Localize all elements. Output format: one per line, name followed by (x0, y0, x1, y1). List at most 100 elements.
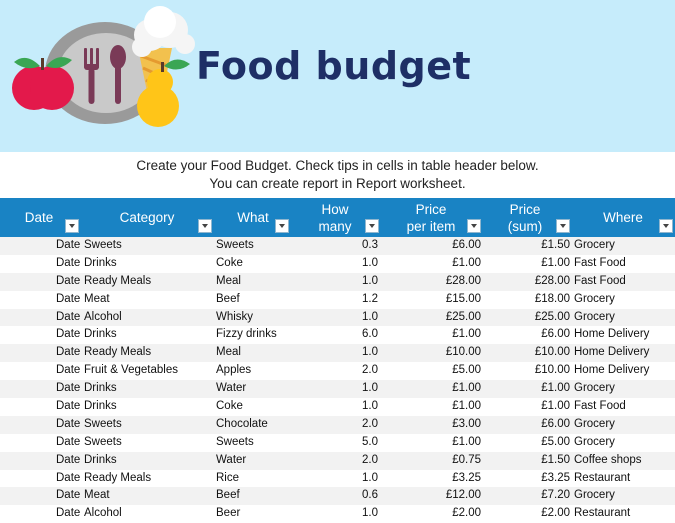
cell-category[interactable]: Drinks (84, 400, 117, 413)
cell-price-per-item[interactable]: £1.00 (452, 328, 481, 341)
cell-price-per-item[interactable]: £1.00 (452, 400, 481, 413)
cell-where[interactable]: Grocery (574, 292, 615, 305)
cell-price-sum[interactable]: £6.00 (541, 417, 570, 430)
cell-where[interactable]: Fast Food (574, 256, 626, 269)
cell-date[interactable]: Date (56, 256, 81, 269)
cell-where[interactable]: Grocery (574, 435, 615, 448)
cell-price-sum[interactable]: £3.25 (541, 471, 570, 484)
cell-price-per-item[interactable]: £0.75 (452, 453, 481, 466)
cell-price-sum[interactable]: £2.00 (541, 507, 570, 520)
cell-where[interactable]: Grocery (574, 310, 615, 323)
cell-price-per-item[interactable]: £3.25 (452, 471, 481, 484)
how-many-filter-dropdown-icon[interactable] (365, 219, 379, 233)
cell-date[interactable]: Date (56, 417, 81, 430)
cell-where[interactable]: Home Delivery (574, 364, 650, 377)
column-header-category[interactable]: Category (119, 210, 175, 225)
cell-category[interactable]: Meat (84, 489, 110, 502)
cell-how-many[interactable]: 1.0 (362, 507, 378, 520)
cell-date[interactable]: Date (56, 435, 81, 448)
cell-price-per-item[interactable]: £10.00 (445, 346, 481, 359)
cell-price-per-item[interactable]: £6.00 (452, 239, 481, 251)
cell-how-many[interactable]: 1.0 (362, 256, 378, 269)
cell-price-sum[interactable]: £1.00 (541, 382, 570, 395)
cell-how-many[interactable]: 6.0 (362, 328, 378, 341)
cell-category[interactable]: Fruit & Vegetables (84, 364, 178, 377)
cell-where[interactable]: Home Delivery (574, 346, 650, 359)
cell-how-many[interactable]: 1.2 (362, 292, 378, 305)
cell-date[interactable]: Date (56, 328, 81, 341)
cell-price-sum[interactable]: £25.00 (534, 310, 570, 323)
cell-price-sum[interactable]: £7.20 (541, 489, 570, 502)
cell-category[interactable]: Alcohol (84, 507, 122, 520)
cell-where[interactable]: Grocery (574, 382, 615, 395)
cell-how-many[interactable]: 0.6 (362, 489, 378, 502)
date-filter-dropdown-icon[interactable] (65, 219, 79, 233)
price-sum-filter-dropdown-icon[interactable] (556, 219, 570, 233)
cell-where[interactable]: Restaurant (574, 507, 631, 520)
cell-where[interactable]: Home Delivery (574, 328, 650, 341)
cell-price-per-item[interactable]: £1.00 (452, 435, 481, 448)
cell-price-sum[interactable]: £10.00 (534, 346, 570, 359)
cell-date[interactable]: Date (56, 453, 81, 466)
cell-what[interactable]: Sweets (216, 435, 254, 448)
cell-category[interactable]: Alcohol (84, 310, 122, 323)
cell-category[interactable]: Drinks (84, 256, 117, 269)
cell-price-per-item[interactable]: £15.00 (445, 292, 481, 305)
cell-where[interactable]: Restaurant (574, 471, 631, 484)
cell-where[interactable]: Fast Food (574, 274, 626, 287)
cell-date[interactable]: Date (56, 507, 81, 520)
cell-how-many[interactable]: 1.0 (362, 346, 378, 359)
column-header-date[interactable]: Date (24, 210, 54, 225)
cell-date[interactable]: Date (56, 292, 81, 305)
cell-price-per-item[interactable]: £25.00 (445, 310, 481, 323)
cell-what[interactable]: Meal (216, 274, 241, 287)
cell-how-many[interactable]: 0.3 (362, 239, 378, 251)
cell-price-sum[interactable]: £5.00 (541, 435, 570, 448)
cell-date[interactable]: Date (56, 471, 81, 484)
cell-what[interactable]: Meal (216, 346, 241, 359)
cell-category[interactable]: Sweets (84, 417, 122, 430)
cell-what[interactable]: Beef (216, 489, 240, 502)
cell-price-sum[interactable]: £1.50 (541, 453, 570, 466)
cell-how-many[interactable]: 2.0 (362, 417, 378, 430)
cell-where[interactable]: Grocery (574, 417, 615, 430)
cell-what[interactable]: Water (216, 382, 247, 395)
cell-what[interactable]: Apples (216, 364, 252, 377)
column-header-where[interactable]: Where (603, 210, 643, 225)
price-per-item-filter-dropdown-icon[interactable] (467, 219, 481, 233)
cell-price-per-item[interactable]: £1.00 (452, 256, 481, 269)
cell-where[interactable]: Grocery (574, 239, 615, 251)
column-header-how-many[interactable]: How many (318, 201, 352, 234)
cell-what[interactable]: Coke (216, 400, 243, 413)
cell-price-per-item[interactable]: £28.00 (445, 274, 481, 287)
cell-category[interactable]: Drinks (84, 453, 117, 466)
cell-price-per-item[interactable]: £1.00 (452, 382, 481, 395)
cell-price-sum[interactable]: £1.00 (541, 256, 570, 269)
cell-how-many[interactable]: 5.0 (362, 435, 378, 448)
cell-what[interactable]: Water (216, 453, 247, 466)
cell-what[interactable]: Beef (216, 292, 240, 305)
cell-price-per-item[interactable]: £3.00 (452, 417, 481, 430)
cell-what[interactable]: Fizzy drinks (216, 328, 277, 341)
cell-date[interactable]: Date (56, 489, 81, 502)
cell-price-sum[interactable]: £1.50 (541, 239, 570, 251)
cell-price-per-item[interactable]: £2.00 (452, 507, 481, 520)
cell-how-many[interactable]: 2.0 (362, 364, 378, 377)
column-header-price-per-item[interactable]: Price per item (406, 201, 456, 234)
cell-what[interactable]: Coke (216, 256, 243, 269)
cell-price-sum[interactable]: £1.00 (541, 400, 570, 413)
cell-how-many[interactable]: 1.0 (362, 274, 378, 287)
cell-how-many[interactable]: 1.0 (362, 471, 378, 484)
cell-price-sum[interactable]: £6.00 (541, 328, 570, 341)
cell-date[interactable]: Date (56, 239, 81, 251)
cell-category[interactable]: Ready Meals (84, 346, 152, 359)
category-filter-dropdown-icon[interactable] (198, 219, 212, 233)
cell-price-sum[interactable]: £28.00 (534, 274, 570, 287)
where-filter-dropdown-icon[interactable] (659, 219, 673, 233)
cell-category[interactable]: Ready Meals (84, 471, 152, 484)
cell-where[interactable]: Fast Food (574, 400, 626, 413)
cell-price-sum[interactable]: £10.00 (534, 364, 570, 377)
cell-where[interactable]: Grocery (574, 489, 615, 502)
cell-category[interactable]: Sweets (84, 239, 122, 251)
cell-what[interactable]: Rice (216, 471, 240, 484)
